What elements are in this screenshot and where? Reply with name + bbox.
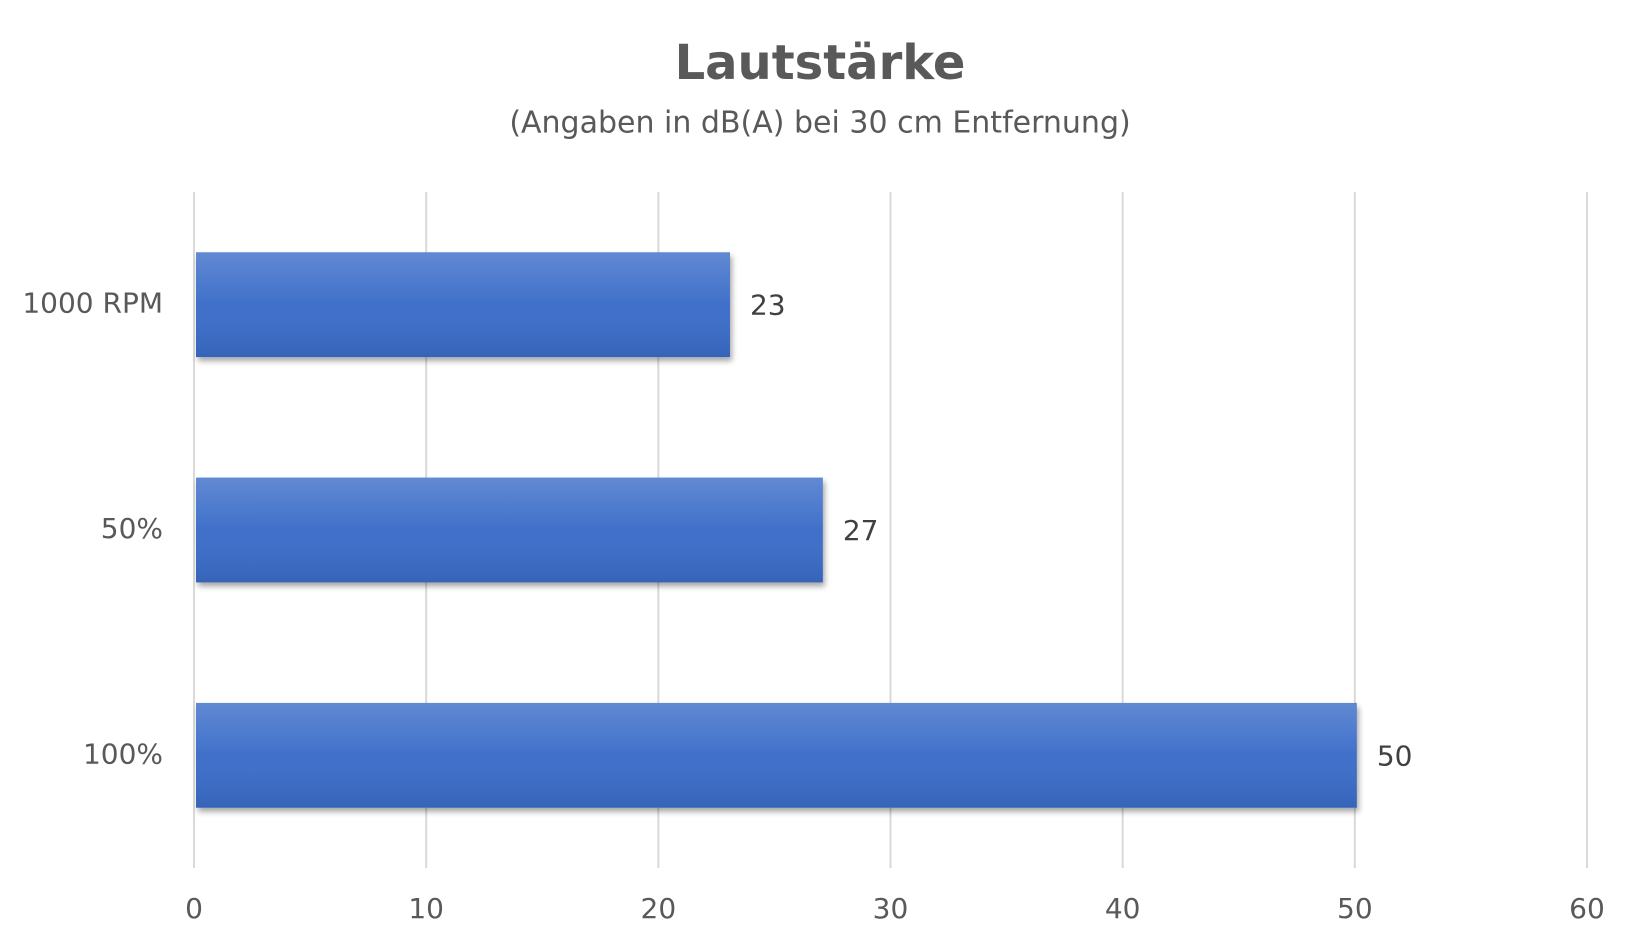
x-tick-label: 20 bbox=[641, 892, 677, 925]
bar-shine bbox=[196, 477, 823, 583]
chart-subtitle: (Angaben in dB(A) bei 30 cm Entfernung) bbox=[509, 106, 1130, 141]
x-tick-label: 60 bbox=[1569, 892, 1605, 925]
x-tick-label: 10 bbox=[408, 892, 444, 925]
x-tick-label: 30 bbox=[873, 892, 909, 925]
bar-shine bbox=[196, 702, 1357, 808]
bar-group bbox=[196, 702, 1357, 808]
x-tick-label: 50 bbox=[1337, 892, 1373, 925]
chart-title: Lautstärke bbox=[675, 35, 966, 91]
data-label: 23 bbox=[750, 289, 786, 322]
x-tick-label: 40 bbox=[1105, 892, 1141, 925]
bar-shine bbox=[196, 252, 730, 358]
y-tick-label: 100% bbox=[83, 737, 163, 770]
data-label: 27 bbox=[843, 514, 879, 547]
data-label: 50 bbox=[1377, 739, 1413, 772]
x-tick-label: 0 bbox=[185, 892, 203, 925]
y-tick-label: 1000 RPM bbox=[22, 287, 163, 320]
bar-group bbox=[196, 252, 730, 358]
y-tick-label: 50% bbox=[101, 512, 163, 545]
bar-group bbox=[196, 477, 823, 583]
